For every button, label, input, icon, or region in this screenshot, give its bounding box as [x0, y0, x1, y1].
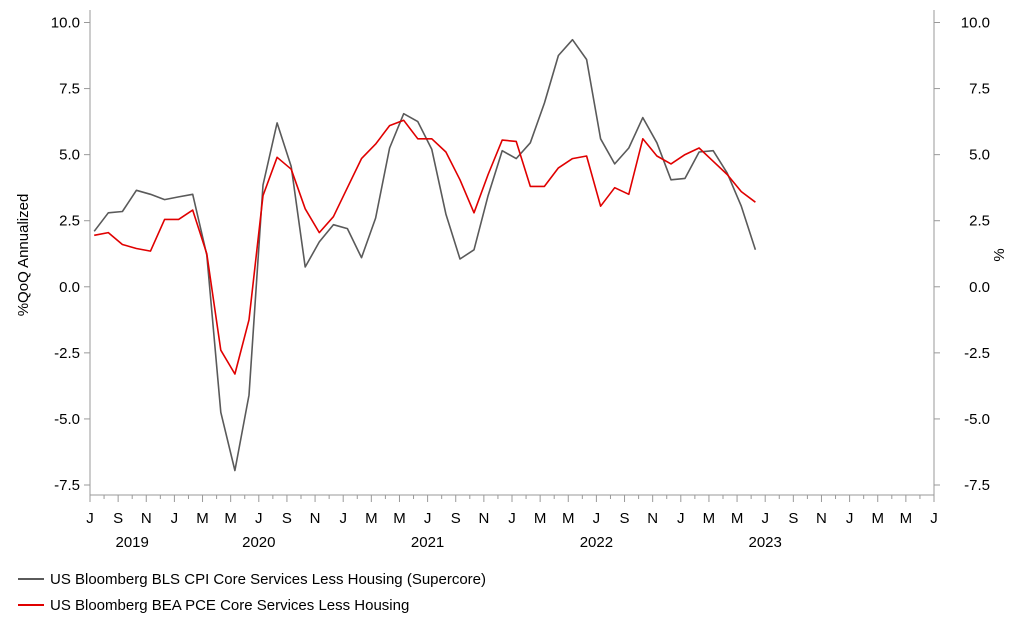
x-tick-label: J: [593, 510, 601, 527]
x-tick-label: M: [900, 510, 913, 527]
legend-item-pce: US Bloomberg BEA PCE Core Services Less …: [18, 592, 486, 618]
right-tick-label: 5.0: [969, 147, 990, 164]
left-tick-label: -5.0: [54, 411, 80, 428]
x-tick-label: M: [196, 510, 209, 527]
left-tick-label: -2.5: [54, 345, 80, 362]
x-tick-label: S: [282, 510, 292, 527]
x-tick-label: S: [788, 510, 798, 527]
legend-label-pce: US Bloomberg BEA PCE Core Services Less …: [50, 596, 410, 614]
x-tick-label: J: [339, 510, 347, 527]
x-tick-label: J: [424, 510, 432, 527]
x-tick-label: M: [224, 510, 237, 527]
x-tick-label: J: [846, 510, 854, 527]
x-tick-label: J: [86, 510, 94, 527]
right-tick-label: -7.5: [964, 477, 990, 494]
left-tick-label: 7.5: [59, 81, 80, 98]
x-tick-label: N: [816, 510, 827, 527]
left-tick-label: -7.5: [54, 477, 80, 494]
left-tick-label: 0.0: [59, 279, 80, 296]
x-tick-label: S: [451, 510, 461, 527]
left-tick-label: 2.5: [59, 213, 80, 230]
x-tick-label: M: [393, 510, 406, 527]
right-tick-label: 10.0: [961, 15, 990, 32]
x-tick-label: M: [534, 510, 547, 527]
legend: US Bloomberg BLS CPI Core Services Less …: [18, 566, 486, 618]
series-line-1: [94, 119, 756, 375]
legend-swatch-supercore: [18, 578, 44, 580]
x-tick-label: J: [930, 510, 938, 527]
x-tick-label: J: [255, 510, 263, 527]
x-tick-label: M: [871, 510, 884, 527]
series-line-0: [93, 38, 757, 472]
left-axis-title: %QoQ Annualized: [15, 194, 32, 317]
right-y-axis: 10.0 7.5 5.0 2.5 0.0 -2.5 -5.0 -7.5: [933, 10, 990, 495]
left-tick-label: 5.0: [59, 147, 80, 164]
x-tick-label: N: [647, 510, 658, 527]
series-layer: [93, 38, 757, 472]
x-tick-label: N: [141, 510, 152, 527]
x-year-label: 2022: [580, 534, 613, 551]
x-tick-label: M: [731, 510, 744, 527]
x-tick-label: S: [113, 510, 123, 527]
left-tick-label: 10.0: [51, 15, 80, 32]
legend-item-supercore: US Bloomberg BLS CPI Core Services Less …: [18, 566, 486, 592]
x-tick-label: S: [620, 510, 630, 527]
x-tick-label: N: [310, 510, 321, 527]
right-tick-label: -2.5: [964, 345, 990, 362]
x-tick-label: J: [508, 510, 516, 527]
right-axis-title: %: [991, 248, 1008, 261]
x-year-label: 2021: [411, 534, 444, 551]
x-year-label: 2023: [749, 534, 782, 551]
legend-label-supercore: US Bloomberg BLS CPI Core Services Less …: [50, 570, 487, 588]
x-tick-label: J: [761, 510, 769, 527]
x-tick-label: M: [703, 510, 716, 527]
x-tick-label: M: [365, 510, 378, 527]
x-tick-label: M: [562, 510, 575, 527]
right-tick-label: 2.5: [969, 213, 990, 230]
x-tick-label: J: [677, 510, 685, 527]
left-y-axis: 10.0 7.5 5.0 2.5 0.0 -2.5 -5.0 -7.5: [51, 10, 91, 495]
legend-swatch-pce: [18, 604, 44, 606]
x-tick-label: J: [171, 510, 179, 527]
x-tick-label: N: [478, 510, 489, 527]
x-year-label: 2019: [116, 534, 149, 551]
right-tick-label: 7.5: [969, 81, 990, 98]
right-tick-label: 0.0: [969, 279, 990, 296]
x-year-label: 2020: [242, 534, 275, 551]
right-tick-label: -5.0: [964, 411, 990, 428]
